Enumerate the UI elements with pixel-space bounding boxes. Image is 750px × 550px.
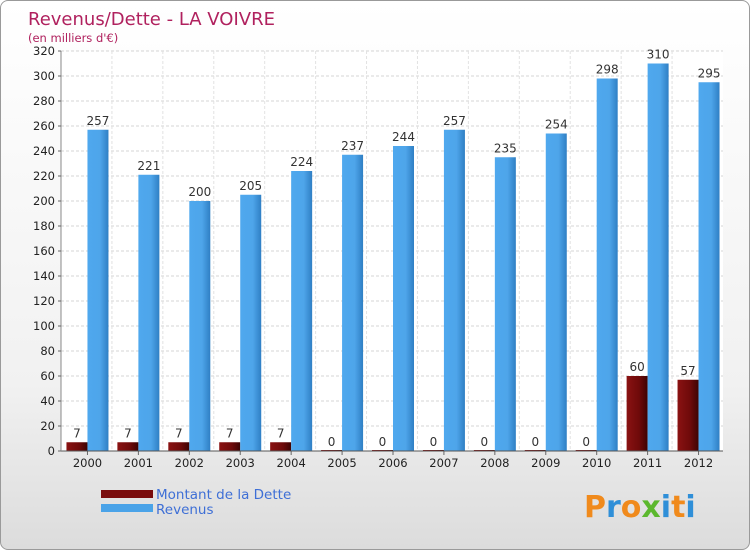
x-tick-label: 2001 (124, 456, 153, 470)
value-label-debt-2006: 0 (379, 435, 387, 449)
value-label-revenus-2004: 224 (290, 155, 313, 169)
value-label-revenus-2012: 295 (698, 66, 721, 80)
x-tick-label: 2012 (684, 456, 713, 470)
bar-revenus-2001 (138, 174, 160, 451)
value-label-revenus-2011: 310 (647, 48, 670, 62)
y-tick-label: 200 (33, 194, 55, 208)
bars (66, 63, 720, 451)
y-tick-label: 280 (33, 94, 55, 108)
value-label-revenus-2010: 298 (596, 63, 619, 77)
x-tick-label: 2009 (531, 456, 560, 470)
value-label-debt-2000: 7 (73, 426, 81, 440)
axes: 0 20 40 60 80 100 120 140 160 180 200 220 240 260 280 3… (33, 44, 723, 470)
value-label-debt-2007: 0 (430, 435, 438, 449)
proxiti-logo: Proxiti (584, 490, 696, 525)
value-label-revenus-2005: 237 (341, 139, 364, 153)
bar-revenus-2000 (87, 129, 109, 451)
y-tick-label: 120 (33, 294, 55, 308)
x-tick-label: 2005 (327, 456, 356, 470)
y-tick-label: 140 (33, 269, 55, 283)
bar-debt-2012 (677, 379, 699, 451)
y-tick-label: 80 (40, 344, 55, 358)
legend-swatch-revenus (101, 504, 153, 512)
logo-letter: i (661, 490, 671, 525)
value-label-debt-2004: 7 (277, 426, 285, 440)
bar-debt-2001 (117, 442, 139, 451)
x-tick-label: 2011 (633, 456, 662, 470)
chart-title: Revenus/Dette - LA VOIVRE (28, 9, 275, 30)
value-label-debt-2005: 0 (328, 435, 336, 449)
y-tick-label: 40 (40, 394, 55, 408)
chart-subtitle: (en milliers d'€) (28, 31, 118, 45)
bar-revenus-2008 (494, 157, 516, 451)
x-tick-label: 2010 (582, 456, 611, 470)
y-tick-label: 160 (33, 244, 55, 258)
bar-revenus-2012 (698, 82, 720, 451)
bar-revenus-2010 (596, 78, 618, 451)
y-tick-label: 180 (33, 219, 55, 233)
grid (60, 50, 723, 452)
y-tick-label: 320 (33, 44, 55, 58)
y-tick-label: 300 (33, 69, 55, 83)
bar-revenus-2005 (342, 154, 364, 451)
y-tick-label: 20 (40, 419, 55, 433)
value-label-revenus-2001: 221 (137, 159, 160, 173)
legend-label-revenus: Revenus (156, 502, 214, 518)
value-label-debt-2003: 7 (226, 426, 234, 440)
y-tick-label: 0 (48, 444, 55, 458)
logo-letter: P (584, 490, 606, 525)
bar-debt-2000 (66, 442, 88, 451)
bar-revenus-2011 (647, 63, 669, 451)
value-label-revenus-2009: 254 (545, 118, 568, 132)
x-tick-label: 2004 (277, 456, 306, 470)
x-tick-label: 2002 (175, 456, 204, 470)
x-tick-label: 2003 (226, 456, 255, 470)
value-label-debt-2009: 0 (531, 435, 539, 449)
logo-letter: t (671, 490, 685, 525)
value-label-debt-2012: 57 (680, 364, 695, 378)
x-tick-label: 2006 (378, 456, 407, 470)
value-label-revenus-2006: 244 (392, 130, 415, 144)
logo-letter: o (621, 490, 642, 525)
logo-letter: i (685, 490, 695, 525)
logo-letter: r (606, 490, 621, 525)
y-tick-label: 260 (33, 119, 55, 133)
bar-revenus-2009 (545, 133, 567, 451)
value-labels: 7 257 7 221 7 200 7 205 7 224 0 237 0 244 0 257 0 235 0 254… (73, 48, 720, 450)
value-label-revenus-2003: 205 (239, 179, 262, 193)
x-tick-label: 2007 (429, 456, 458, 470)
y-tick-label: 240 (33, 144, 55, 158)
bar-debt-2003 (219, 442, 241, 451)
value-label-debt-2008: 0 (481, 435, 489, 449)
bar-debt-2011 (626, 376, 648, 451)
value-label-debt-2001: 7 (124, 426, 132, 440)
value-label-debt-2011: 60 (629, 360, 644, 374)
y-tick-label: 60 (40, 369, 55, 383)
x-tick-label: 2000 (73, 456, 102, 470)
bar-revenus-2002 (189, 201, 211, 451)
bar-revenus-2006 (393, 146, 414, 451)
value-label-revenus-2002: 200 (188, 185, 211, 199)
legend-label-debt: Montant de la Dette (156, 487, 291, 503)
legend-swatch-debt (101, 490, 153, 498)
value-label-debt-2002: 7 (175, 426, 183, 440)
bar-revenus-2007 (443, 129, 465, 451)
value-label-revenus-2000: 257 (87, 114, 110, 128)
x-tick-label: 2008 (480, 456, 509, 470)
value-label-revenus-2007: 257 (443, 114, 466, 128)
bar-revenus-2003 (240, 194, 262, 451)
bar-debt-2004 (270, 442, 292, 451)
logo-letter: x (641, 490, 660, 525)
bar-revenus-2004 (291, 171, 313, 451)
value-label-revenus-2008: 235 (494, 141, 517, 155)
y-tick-label: 220 (33, 169, 55, 183)
bar-debt-2002 (168, 442, 190, 451)
y-tick-label: 100 (33, 319, 55, 333)
legend: Montant de la Dette Revenus (101, 487, 291, 518)
value-label-debt-2010: 0 (582, 435, 590, 449)
